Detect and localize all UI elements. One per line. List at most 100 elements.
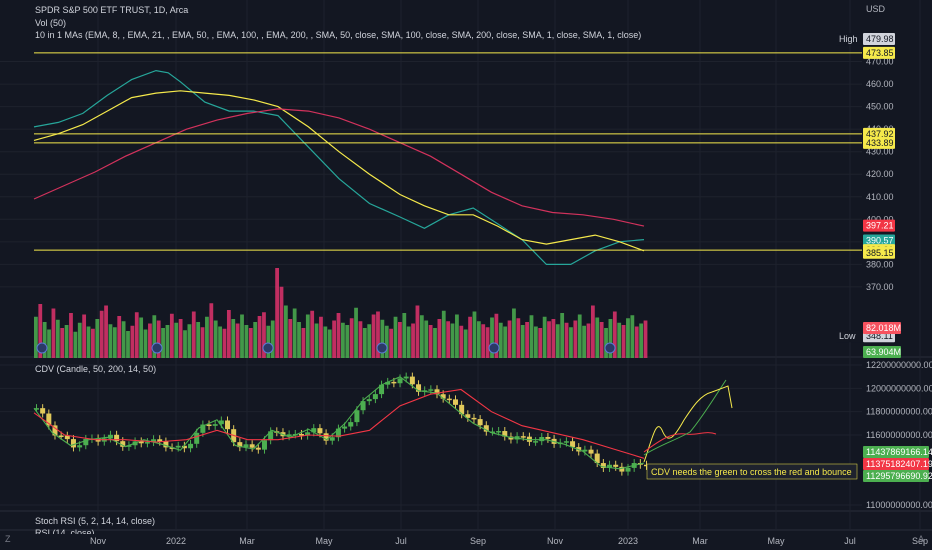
volume-bar: [327, 329, 332, 358]
cdv-candle: [261, 440, 267, 450]
horizontal-levels[interactable]: [34, 52, 862, 251]
moving-average-line: [33, 69, 645, 265]
volume-bar: [95, 319, 100, 358]
cdv-candle: [428, 389, 434, 391]
cdv-candle: [151, 439, 157, 443]
currency-label: USD: [866, 4, 886, 14]
price-tick-label: 450.00: [866, 102, 894, 112]
volume-bar: [187, 324, 192, 358]
cdv-candle: [335, 428, 341, 438]
price-tag-box: [863, 136, 895, 149]
volume-bar: [235, 323, 240, 358]
user-drawings[interactable]: [643, 379, 733, 463]
cdv-candle: [459, 404, 465, 415]
time-tick-label: Mar: [239, 536, 255, 546]
cdv-tick-label: 11000000000.00: [866, 500, 932, 510]
price-tag: 473.85: [866, 48, 894, 58]
cdv-candle: [70, 439, 76, 448]
volume-tag-box: [863, 346, 901, 358]
volume-bar: [314, 323, 319, 358]
volume-bar: [191, 311, 196, 358]
cdv-candle: [46, 413, 52, 426]
volume-bar: [222, 328, 227, 358]
cdv-candle: [613, 464, 619, 467]
legend-stoch-rsi[interactable]: Stoch RSI (5, 2, 14, 14, close): [35, 516, 156, 526]
volume-bar: [218, 326, 222, 358]
volume-bar: [415, 305, 420, 358]
volume-bar: [139, 317, 144, 358]
volume-bar: [148, 323, 152, 358]
moving-average-line: [33, 108, 645, 227]
volume-bar: [91, 328, 95, 358]
price-tag: 479.98: [866, 34, 894, 44]
cdv-candle: [212, 424, 218, 426]
volume-bar: [47, 329, 51, 358]
legend-cdv[interactable]: CDV (Candle, 50, 200, 14, 50): [35, 364, 157, 374]
price-tag-box: [863, 33, 895, 46]
price-tick-label: 370.00: [866, 282, 894, 292]
moving-average-line: [33, 90, 645, 252]
cdv-candle: [329, 437, 335, 441]
timezone-button[interactable]: Z: [5, 534, 11, 544]
price-tag-prefix: Low: [839, 331, 856, 341]
cdv-candle: [188, 443, 194, 449]
volume-bar: [402, 313, 407, 358]
volume-bar: [555, 324, 560, 358]
projection-drawing-green: [643, 379, 727, 456]
cdv-candle: [416, 384, 422, 392]
volume-bar: [468, 316, 472, 358]
cdv-candle: [533, 441, 539, 443]
annotation-text: CDV needs the green to cross the red and…: [651, 467, 852, 477]
cdv-candle: [40, 408, 46, 414]
price-pane[interactable]: [33, 69, 645, 265]
annotation-box[interactable]: CDV needs the green to cross the red and…: [646, 463, 858, 480]
legend-mas[interactable]: 10 in 1 MAs (EMA, 8, , EMA, 21, , EMA, 5…: [35, 30, 642, 40]
time-tick-label: Mar: [692, 536, 708, 546]
cdv-candle: [83, 438, 89, 446]
volume-bar: [612, 311, 617, 358]
time-tick-label: Jul: [395, 536, 407, 546]
cdv-tick-label: 11600000000.00: [866, 430, 932, 440]
volume-bar: [376, 311, 380, 358]
volume-bar: [161, 328, 165, 358]
volume-bar: [393, 316, 398, 358]
auto-scale-button[interactable]: A: [918, 534, 925, 544]
cdv-pane[interactable]: [33, 376, 645, 470]
volume-bar: [174, 322, 179, 358]
cdv-candle: [625, 467, 631, 472]
dividend-marker: [488, 342, 500, 354]
volume-bar: [248, 328, 253, 358]
cdv-candle: [175, 445, 181, 448]
volume-bar: [455, 314, 459, 358]
volume-bar: [275, 268, 279, 358]
volume-bar: [472, 311, 477, 358]
legend-volume[interactable]: Vol (50): [35, 18, 67, 28]
legend-rsi[interactable]: RSI (14, close): [35, 528, 95, 534]
cdv-candle: [342, 426, 348, 429]
volume-bar: [121, 321, 126, 358]
volume-bar: [253, 322, 258, 358]
cdv-candle: [607, 464, 613, 468]
volume-bar: [156, 320, 161, 358]
volume-bar: [604, 328, 608, 358]
volume-bar: [367, 324, 372, 358]
price-tag-prefix-box: [836, 330, 862, 343]
volume-bar: [569, 327, 573, 358]
volume-bar: [494, 313, 499, 358]
volume-bar: [279, 286, 284, 358]
cdv-axis[interactable]: 12200000000.00 12000000000.00 11800000000.…: [866, 360, 932, 510]
volume-bar: [34, 316, 38, 358]
volume-bar: [38, 304, 43, 358]
volume-bar: [60, 328, 65, 358]
volume-bar: [323, 326, 328, 358]
legend-title[interactable]: SPDR S&P 500 ETF TRUST, 1D, Arca: [35, 5, 189, 15]
volume-bar: [336, 313, 341, 358]
cdv-candle: [64, 435, 70, 440]
cdv-candle: [644, 464, 649, 467]
volume-bar: [345, 325, 350, 358]
cdv-candle: [379, 384, 385, 395]
price-tag: 390.57: [866, 236, 894, 246]
volume-tag-box: [863, 322, 901, 334]
time-axis[interactable]: Nov 2022 Mar May Jul Sep Nov 2023 Mar May Jul Sep: [90, 536, 928, 546]
